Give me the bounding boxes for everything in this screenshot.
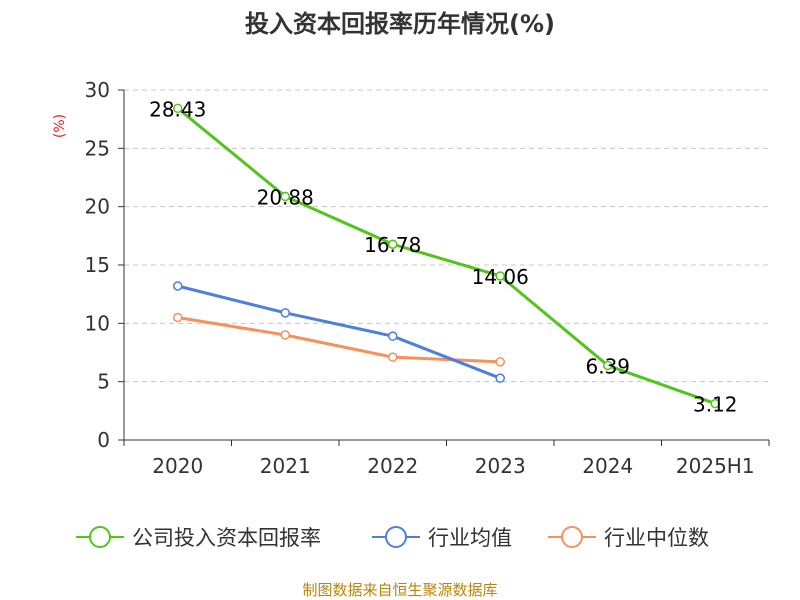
data-label: 28.43	[149, 97, 206, 121]
series-line	[177, 316, 501, 364]
x-tick-label: 2021	[260, 454, 311, 478]
data-point	[495, 373, 505, 383]
x-tick-label: 2025H1	[676, 454, 755, 478]
data-point	[388, 239, 398, 249]
series-line	[176, 107, 716, 406]
x-tick-label: 2024	[582, 454, 633, 478]
y-tick-label: 10	[85, 311, 110, 335]
series-line	[177, 284, 501, 380]
data-point	[603, 360, 613, 371]
source-note: 制图数据来自恒生聚源数据库	[302, 581, 497, 599]
data-point	[173, 103, 183, 114]
y-axis-label: (%)	[52, 114, 68, 138]
data-label: 3.12	[693, 393, 738, 417]
y-tick-label: 30	[85, 78, 110, 102]
data-point	[173, 281, 183, 291]
legend-swatch-marker	[89, 526, 111, 548]
data-point	[280, 330, 290, 340]
legend: 公司投入资本回报率 行业均值 行业中位数	[76, 526, 709, 550]
y-tick-label: 0	[97, 428, 110, 452]
data-point	[280, 191, 290, 202]
data-point	[495, 271, 505, 281]
data-label: 14.06	[472, 265, 529, 289]
y-tick-label: 20	[85, 195, 110, 219]
data-labels: 28.43 20.88 16.78 14.06 6.39 3.12	[149, 97, 737, 416]
legend-label: 行业均值	[428, 526, 512, 550]
y-tick-label: 15	[85, 253, 110, 277]
legend-swatch-marker	[385, 526, 407, 548]
x-tick-label: 2020	[152, 454, 203, 478]
legend-label: 行业中位数	[604, 526, 709, 550]
data-label: 6.39	[585, 354, 630, 378]
data-point	[710, 398, 720, 409]
x-tick-label: 2022	[367, 454, 418, 478]
legend-label: 公司投入资本回报率	[132, 526, 321, 550]
data-label: 20.88	[257, 185, 314, 209]
data-point	[280, 308, 290, 318]
data-label: 16.78	[364, 233, 421, 257]
data-point	[495, 357, 505, 367]
chart-title: 投入资本回报率历年情况(%)	[245, 10, 555, 38]
grid	[124, 89, 769, 383]
series-lines	[173, 103, 720, 409]
y-tick-label: 25	[85, 136, 110, 160]
axes: 0 5 10 15 20 25 30 2020 2021 2022 2023 2024 2025H1	[85, 78, 770, 478]
data-point	[388, 331, 398, 341]
data-point	[388, 352, 398, 362]
y-tick-label: 5	[97, 370, 110, 394]
legend-swatch-marker	[561, 526, 583, 548]
x-tick-label: 2023	[475, 454, 526, 478]
data-point	[173, 312, 183, 323]
